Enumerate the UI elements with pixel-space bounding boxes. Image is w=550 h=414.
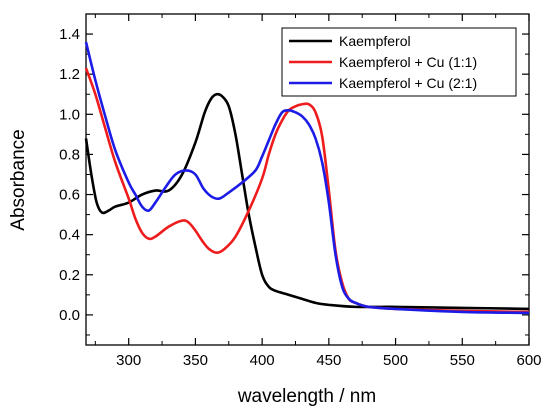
- y-axis-label: Absorbance: [8, 129, 29, 230]
- y-tick-label-1: 1.0: [59, 106, 80, 123]
- legend-label-kaempferol: Kaempferol: [339, 33, 411, 49]
- x-tick-label-500: 500: [383, 352, 408, 369]
- legend: Kaempferol Kaempferol + Cu (1:1) Kaempfe…: [281, 27, 517, 97]
- x-tick-label-300: 300: [116, 352, 141, 369]
- y-tick-label-1.4: 1.4: [59, 26, 80, 43]
- y-tick-label-1.2: 1.2: [59, 66, 80, 83]
- plot-frame: [85, 13, 530, 346]
- legend-label-cu-1-1: Kaempferol + Cu (1:1): [339, 54, 477, 70]
- axis-tick-labels: 300 350 400 450 500 550 600 0.0 0.2 0.4 0.6 0.8 1.0 1…: [59, 26, 541, 369]
- x-tick-label-400: 400: [250, 352, 275, 369]
- x-tick-label-350: 350: [183, 352, 208, 369]
- series-line-cu-2-1: [84, 41, 530, 315]
- y-tick-label-0.4: 0.4: [59, 227, 80, 244]
- x-tick-label-550: 550: [450, 352, 475, 369]
- y-tick-label-0.6: 0.6: [59, 187, 80, 204]
- x-tick-label-450: 450: [316, 352, 341, 369]
- x-axis-label: wavelength / nm: [237, 386, 376, 407]
- legend-label-cu-2-1: Kaempferol + Cu (2:1): [339, 75, 477, 91]
- series-line-kaempferol: [84, 92, 530, 311]
- x-tick-label-600: 600: [516, 352, 541, 369]
- y-tick-label-0.8: 0.8: [59, 146, 80, 163]
- y-tick-label-0.2: 0.2: [59, 267, 80, 284]
- y-tick-label-0: 0.0: [59, 307, 80, 324]
- series-lines: [84, 41, 530, 315]
